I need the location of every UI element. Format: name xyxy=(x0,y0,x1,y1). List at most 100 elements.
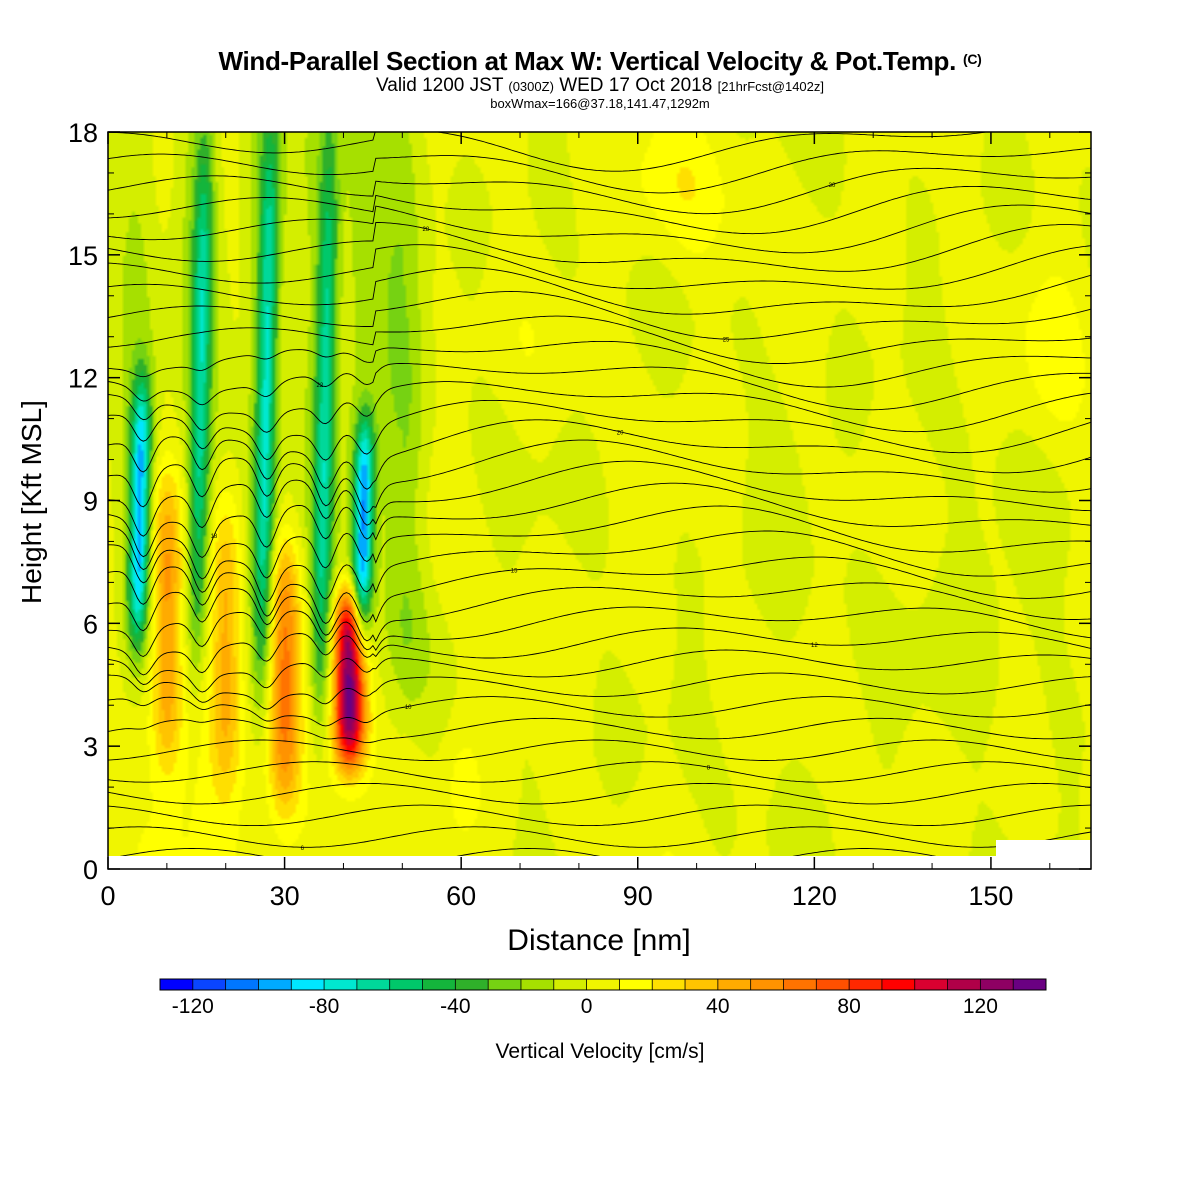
theta-contour xyxy=(108,381,1091,433)
theta-label: 22 xyxy=(317,383,324,389)
theta-label: 12 xyxy=(811,643,818,649)
theta-contour xyxy=(108,606,1091,657)
theta-contour xyxy=(108,826,1091,848)
colorbar-tick-label: 0 xyxy=(581,995,593,1018)
theta-contour xyxy=(108,132,990,172)
theta-contour xyxy=(108,419,1091,490)
colorbar-swatch xyxy=(717,979,751,990)
theta-label: 25 xyxy=(723,338,730,344)
x-tick-label: 30 xyxy=(270,881,300,911)
colorbar-tick-label: -40 xyxy=(440,995,470,1018)
colorbar-tick-label: -120 xyxy=(172,995,214,1018)
theta-label: 8 xyxy=(707,766,711,772)
x-tick-label: 120 xyxy=(792,881,837,911)
theta-contour xyxy=(108,244,1091,290)
colorbar-swatch xyxy=(553,979,587,990)
title-block: Wind-Parallel Section at Max W: Vertical… xyxy=(0,44,1200,110)
theta-contour xyxy=(108,340,1091,388)
colorbar: -120 -80 -40 0 40 80 120 xyxy=(159,978,1047,1018)
theta-contour xyxy=(108,291,1091,340)
theta-contour xyxy=(108,530,1091,603)
theta-label: 28 xyxy=(423,227,430,233)
colorbar-swatch xyxy=(783,979,817,990)
colorbar-swatch xyxy=(488,979,522,990)
colorbar-swatch xyxy=(652,979,686,990)
colorbar-tick-label: 80 xyxy=(837,995,860,1018)
x-tick-label: 0 xyxy=(100,881,115,911)
theta-contour xyxy=(108,782,1091,805)
theta-label: 20 xyxy=(617,430,624,436)
theta-label: 6 xyxy=(301,846,305,852)
x-tick-label: 90 xyxy=(623,881,653,911)
colorbar-swatch xyxy=(324,979,358,990)
y-tick-label: 0 xyxy=(83,855,98,885)
chart-title: Wind-Parallel Section at Max W: Vertical… xyxy=(218,46,982,76)
colorbar-swatch xyxy=(816,979,850,990)
colorbar-swatch xyxy=(685,979,719,990)
colorbar-frame xyxy=(159,978,1047,991)
theta-contour xyxy=(108,204,1091,254)
colorbar-swatch xyxy=(619,979,653,990)
theta-contour xyxy=(108,717,1091,744)
box-info: boxWmax=166@37.18,141.47,1292m xyxy=(490,96,710,111)
theta-contour xyxy=(108,505,1091,580)
valid-time: Valid 1200 JST (0300Z) WED 17 Oct 2018 [… xyxy=(375,75,825,96)
theta-contour xyxy=(108,147,1091,194)
theta-contour xyxy=(108,399,1091,461)
theta-contour xyxy=(108,222,1091,272)
theta-contour xyxy=(108,439,1091,514)
x-tick-label: 150 xyxy=(968,881,1013,911)
theta-label: 10 xyxy=(405,705,412,711)
y-tick-label: 18 xyxy=(68,118,98,148)
theta-contour xyxy=(108,267,1091,315)
theta-contour xyxy=(108,315,1091,364)
y-tick-label: 12 xyxy=(68,364,98,394)
colorbar-tick-label: 40 xyxy=(706,995,729,1018)
colorbar-swatch xyxy=(389,979,423,990)
colorbar-swatch xyxy=(258,979,292,990)
colorbar-swatch xyxy=(881,979,916,990)
colorbar-swatch xyxy=(160,979,194,990)
theta-label: 18 xyxy=(211,534,218,540)
theta-contour xyxy=(108,482,1091,559)
copyright-mark: (C) xyxy=(962,51,982,67)
colorbar-swatch xyxy=(455,979,489,990)
terrain-mask xyxy=(108,856,1091,869)
colorbar-swatch xyxy=(291,979,325,990)
theta-contour xyxy=(108,167,1091,215)
colorbar-swatch xyxy=(980,979,1014,990)
colorbar-tick-label: 120 xyxy=(963,995,998,1018)
theta-label: 30 xyxy=(829,183,836,189)
colorbar-tick-label: -80 xyxy=(309,995,339,1018)
colorbar-swatch xyxy=(422,979,456,990)
theta-contour xyxy=(108,761,1091,783)
y-tick-label: 3 xyxy=(83,732,98,762)
theta-contour xyxy=(108,696,1091,727)
y-tick-label: 15 xyxy=(68,241,98,271)
theta-contour xyxy=(108,672,1091,710)
y-tick-label: 9 xyxy=(83,487,98,517)
colorbar-swatch xyxy=(849,979,883,990)
theta-contour xyxy=(108,627,1091,676)
colorbar-swatch xyxy=(914,979,948,990)
theta-contour xyxy=(108,582,1091,643)
terrain-mask-right xyxy=(996,840,1091,869)
theta-contour xyxy=(108,556,1091,625)
x-axis-label: Distance [nm] xyxy=(507,924,690,957)
vertical-velocity-field xyxy=(108,132,1091,869)
y-tick-label: 6 xyxy=(83,609,98,639)
colorbar-swatch xyxy=(225,979,259,990)
axes: 0 30 60 90 120 150 0 3 6 9 12 15 18 xyxy=(68,118,1091,911)
y-axis-label: Height [Kft MSL] xyxy=(16,400,47,604)
theta-contour xyxy=(108,804,1091,827)
colorbar-swatch xyxy=(192,979,226,990)
theta-label: 15 xyxy=(511,568,518,574)
theta-contour xyxy=(108,460,1091,537)
colorbar-label: Vertical Velocity [cm/s] xyxy=(496,1040,705,1063)
theta-contour xyxy=(108,363,1091,411)
vertical-velocity-image xyxy=(108,132,1091,869)
colorbar-swatch xyxy=(947,979,981,990)
theta-contour xyxy=(108,185,1091,235)
colorbar-swatch xyxy=(586,979,620,990)
